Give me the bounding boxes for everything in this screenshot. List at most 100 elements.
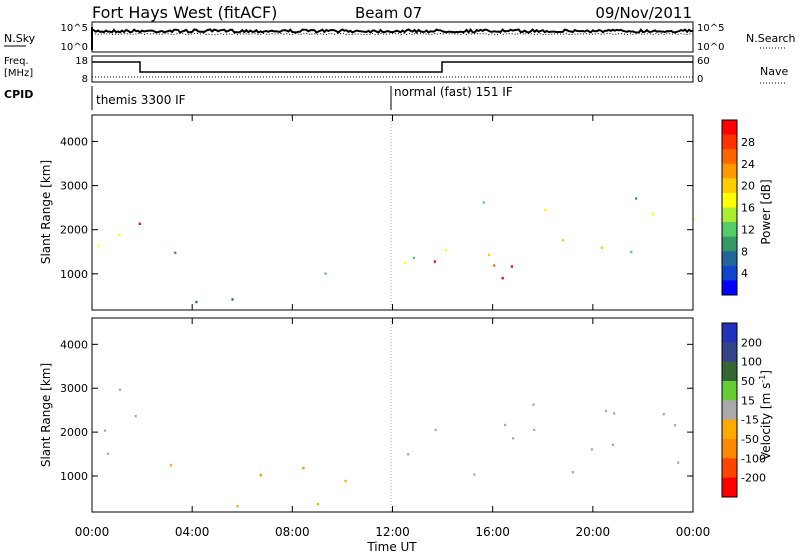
heatmap-cell [544, 208, 547, 211]
heatmap-cell [324, 272, 327, 275]
heatmap-cell [134, 415, 137, 418]
heatmap-cell [692, 218, 695, 221]
power-colorbar-swatch [722, 192, 737, 208]
freq-panel-frame [91, 55, 694, 83]
heatmap-cell [604, 409, 607, 413]
noise-sky-line [91, 27, 694, 50]
x-tick-label: 00:00 [676, 525, 711, 539]
noise-panel: N.Sky 10^5 10^0 10^5 10^0 N.Search [4, 21, 796, 53]
noise-panel-frame [91, 21, 694, 53]
velocity-colorbar-tick: -50 [741, 433, 759, 446]
heatmap-cell [231, 298, 234, 301]
velocity-colorbar-swatch [722, 400, 737, 421]
beam-label: Beam 07 [355, 4, 422, 22]
velocity-colorbar-tick: -15 [741, 414, 759, 427]
cpid-mode-1: themis 3300 IF [96, 93, 186, 107]
heatmap-cell [651, 212, 654, 215]
velocity-yticks: 4000 3000 2000 1000 [60, 338, 693, 483]
heatmap-cell [501, 277, 504, 280]
power-colorbar-tick: 16 [741, 202, 755, 215]
x-tick-label: 16:00 [475, 525, 510, 539]
velocity-ytick-label: 2000 [60, 426, 88, 439]
heatmap-cell [600, 246, 603, 249]
power-ytick-label: 2000 [60, 224, 88, 237]
heatmap-cell [512, 437, 515, 440]
heatmap-cell [106, 452, 110, 456]
noise-left-tick-top: 10^5 [61, 23, 88, 34]
power-colorbar-swatch [722, 222, 737, 238]
heatmap-cell [174, 251, 177, 254]
cpid-mode-2: normal (fast) 151 IF [394, 85, 513, 99]
velocity-panel-frame [91, 317, 694, 513]
cpid-label: CPID [4, 88, 33, 101]
velocity-colorbar-swatch [722, 361, 737, 382]
velocity-colorbar-tick: 50 [741, 375, 755, 388]
heatmap-cell [138, 222, 141, 225]
power-colorbar-swatch [722, 280, 737, 296]
velocity-colorbar-label-sup: -1 [758, 375, 767, 383]
station-title: Fort Hays West (fitACF) [92, 3, 277, 22]
heatmap-cell [433, 260, 436, 263]
heatmap-cell [259, 473, 262, 477]
velocity-colorbar-swatch [722, 342, 737, 363]
power-ytick-label: 1000 [60, 268, 88, 281]
heatmap-cell [493, 264, 496, 267]
velocity-colorbar-swatch [722, 419, 737, 440]
freq-unit: [MHz] [4, 68, 33, 79]
power-ytick-label: 4000 [60, 135, 88, 148]
velocity-cells [103, 388, 680, 508]
x-axis: 00:00 04:00 08:00 12:00 16:00 20:00 00:00 [75, 115, 711, 539]
power-colorbar-swatch [722, 134, 737, 150]
velocity-colorbar-tick: -100 [741, 452, 766, 465]
power-colorbar-tick: 12 [741, 223, 755, 236]
freq-label: Freq. [4, 56, 29, 67]
heatmap-cell [630, 250, 633, 254]
heatmap-cell [195, 300, 198, 304]
heatmap-cell [635, 197, 638, 200]
power-colorbar-swatch [722, 163, 737, 179]
freq-line [92, 61, 693, 73]
velocity-colorbar-label-end: ] [759, 370, 773, 375]
heatmap-cell [445, 249, 448, 252]
date-label: 09/Nov/2011 [595, 4, 692, 22]
freq-panel: Freq. [MHz] 18 8 60 0 Nave [4, 55, 788, 85]
power-colorbar: 28 24 20 16 12 8 4 [721, 119, 755, 296]
heatmap-cell [510, 265, 513, 268]
heatmap-cell [532, 403, 535, 406]
nave-tick-top: 60 [697, 56, 710, 67]
velocity-ytick-label: 4000 [60, 338, 88, 351]
heatmap-cell [613, 412, 616, 415]
power-colorbar-tick: 24 [741, 158, 755, 171]
heatmap-cell [611, 443, 614, 446]
heatmap-cell [488, 253, 491, 257]
heatmap-cell [677, 461, 680, 464]
heatmap-cell [673, 424, 677, 427]
noise-right-tick-top: 10^5 [697, 23, 724, 34]
freq-tick-bottom: 8 [82, 74, 88, 85]
power-colorbar-tick: 4 [741, 267, 748, 280]
x-tick-label: 00:00 [75, 525, 110, 539]
velocity-colorbar-tick: -200 [741, 472, 766, 485]
velocity-colorbar-tick: 100 [741, 356, 762, 369]
power-colorbar-swatch [722, 207, 737, 223]
heatmap-cell [118, 233, 121, 237]
power-panel: 4000 3000 2000 1000 Slant Range [km] 28 24 20… [39, 114, 773, 311]
heatmap-cell [97, 244, 100, 247]
nave-tick-bottom: 0 [697, 74, 703, 85]
heatmap-cell [561, 239, 565, 242]
power-colorbar-swatch [722, 149, 737, 165]
freq-tick-top: 18 [75, 56, 88, 67]
velocity-colorbar: 200 100 50 15 -15 -50 -100 -200 [721, 322, 766, 498]
velocity-colorbar-swatch [722, 458, 737, 479]
power-colorbar-swatch [722, 120, 737, 136]
noise-search-line [91, 32, 694, 36]
noise-right-tick-bottom: 10^0 [697, 42, 724, 53]
velocity-ylabel: Slant Range [km] [39, 363, 53, 467]
heatmap-cell [236, 505, 239, 508]
x-axis-label: Time UT [366, 540, 417, 554]
velocity-colorbar-swatch [722, 439, 737, 459]
heatmap-cell [473, 473, 476, 476]
velocity-colorbar-tick: 15 [741, 394, 755, 407]
heatmap-cell [403, 261, 406, 264]
